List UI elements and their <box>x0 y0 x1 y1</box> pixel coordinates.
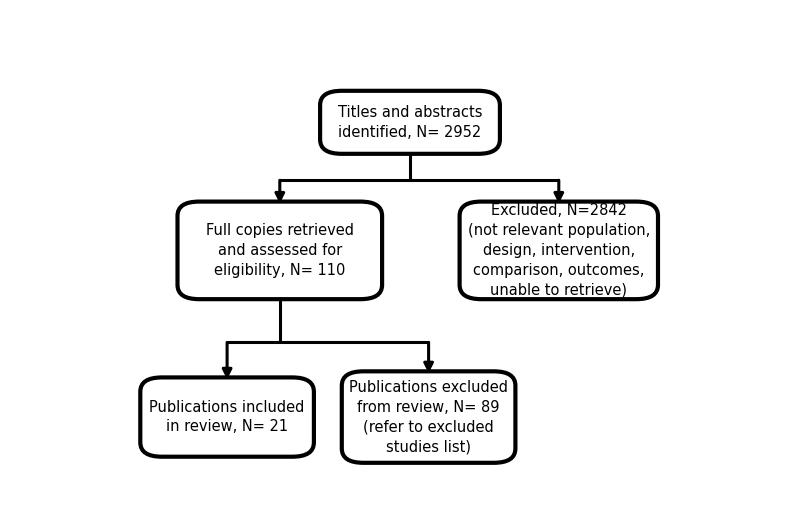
Text: Titles and abstracts
identified, N= 2952: Titles and abstracts identified, N= 2952 <box>338 105 482 140</box>
FancyBboxPatch shape <box>342 371 515 463</box>
FancyBboxPatch shape <box>459 202 658 299</box>
Text: Excluded, N=2842
(not relevant population,
design, intervention,
comparison, out: Excluded, N=2842 (not relevant populatio… <box>468 203 650 297</box>
FancyBboxPatch shape <box>140 378 314 457</box>
Text: Publications excluded
from review, N= 89
(refer to excluded
studies list): Publications excluded from review, N= 89… <box>349 380 508 454</box>
Text: Full copies retrieved
and assessed for
eligibility, N= 110: Full copies retrieved and assessed for e… <box>206 223 354 278</box>
FancyBboxPatch shape <box>178 202 382 299</box>
FancyBboxPatch shape <box>320 91 500 154</box>
Text: Publications included
in review, N= 21: Publications included in review, N= 21 <box>150 400 305 435</box>
